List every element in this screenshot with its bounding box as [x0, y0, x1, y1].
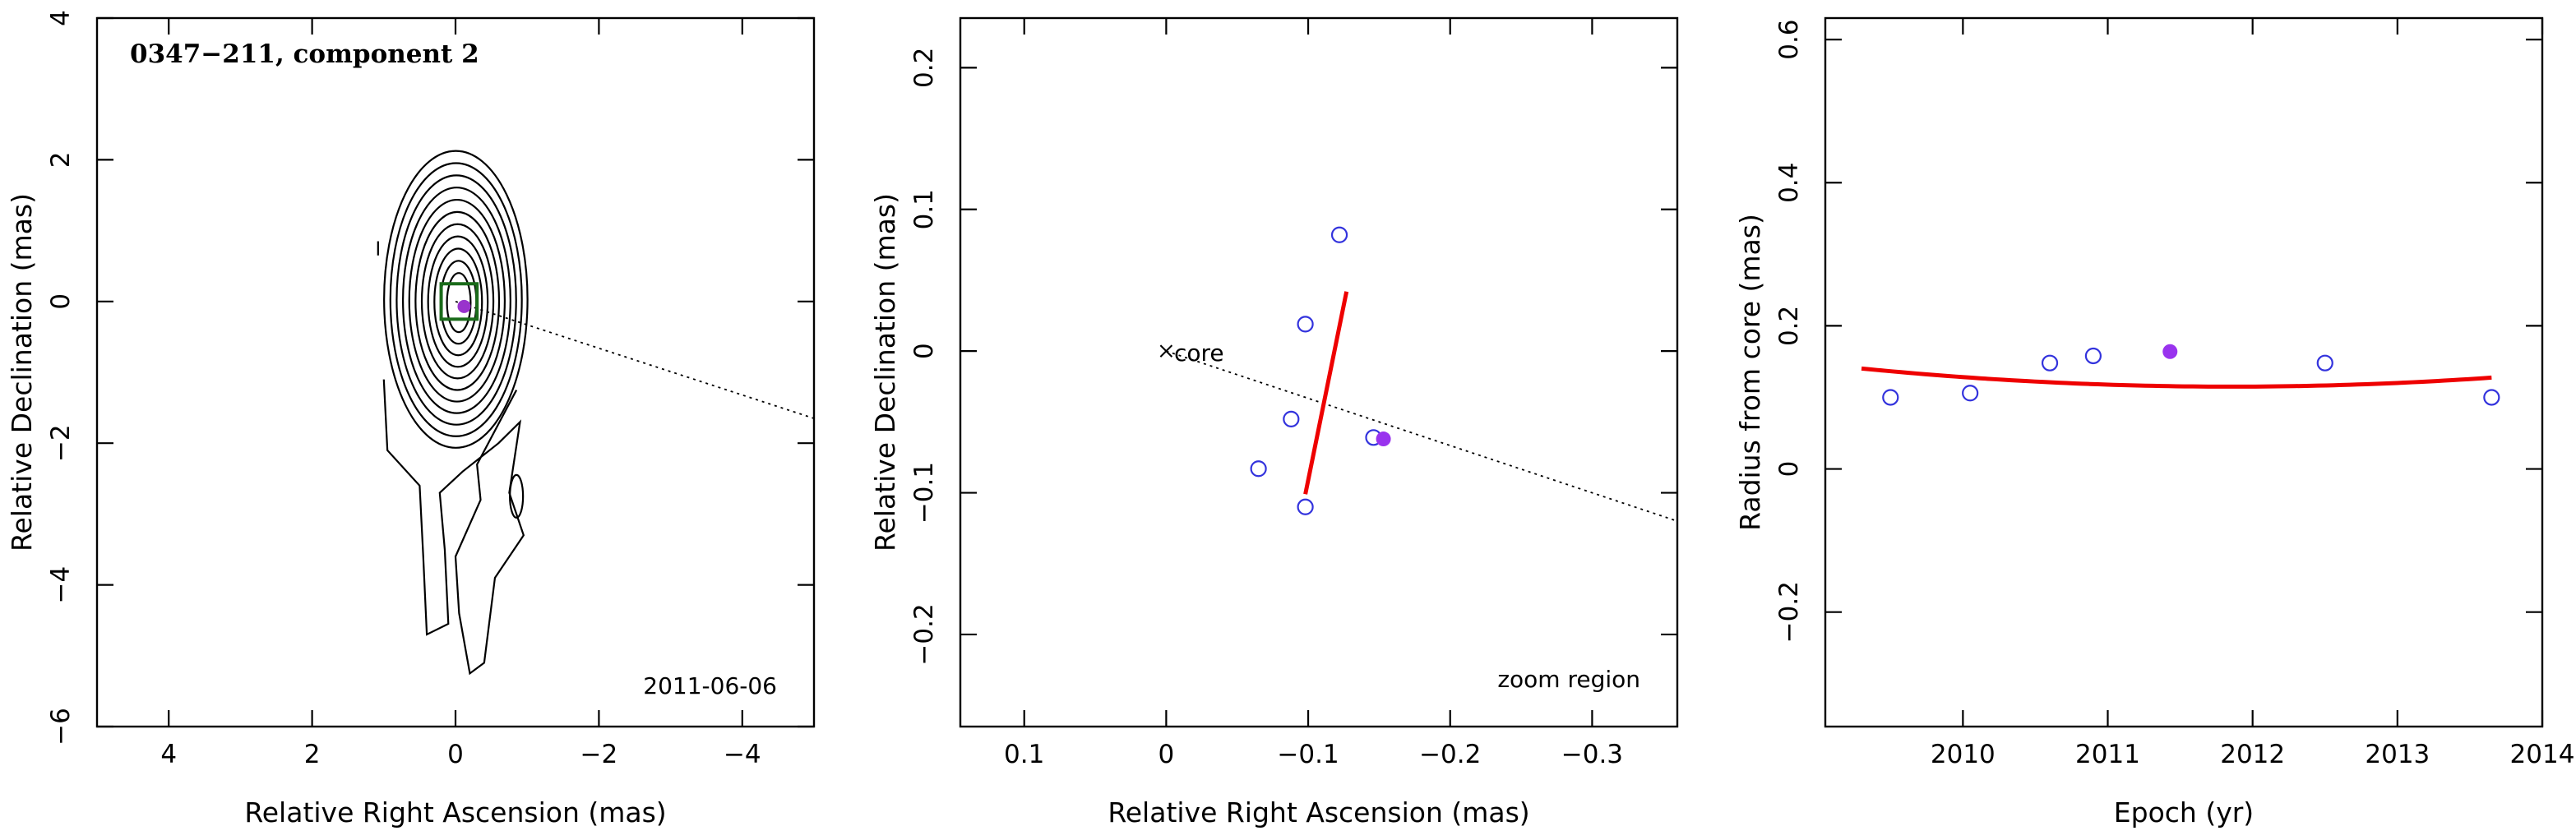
contour-ring: [427, 235, 489, 368]
contour-ring: [383, 150, 529, 449]
x-tick-label: 0: [1159, 740, 1175, 769]
data-point: [1882, 389, 1899, 406]
panel-radius-data: [1861, 344, 2500, 406]
x-tick-label: 4: [160, 740, 177, 769]
data-point: [1283, 410, 1300, 427]
x-tick-label: 2010: [1931, 740, 1996, 769]
y-tick-label: −0.1: [909, 462, 939, 524]
y-tick-label: −0.2: [909, 603, 939, 665]
panel-radius-axes: 2010 2011 2012 2013 2014 −0.2 0 0.2 0.4 0.6: [1774, 18, 2574, 769]
panel-radius: 2010 2011 2012 2013 2014 −0.2 0 0.2 0.4 0.6 Epoch…: [1734, 16, 2574, 828]
y-tick-label: −0.2: [1774, 581, 1804, 643]
contour-ring: [420, 223, 495, 380]
data-point: [1250, 460, 1267, 478]
panel-map-date: 2011-06-06: [643, 672, 777, 699]
x-tick-label: 2012: [2220, 740, 2285, 769]
x-tick-label: 2: [304, 740, 321, 769]
contour-ring: [446, 272, 472, 334]
panel-radius-ylabel: Radius from core (mas): [1734, 214, 1766, 531]
panel-zoom-frame: [959, 16, 1679, 728]
data-point: [1330, 226, 1348, 243]
fit-curve: [1861, 366, 2492, 389]
y-tick-label: −4: [46, 566, 76, 604]
data-point: [2041, 354, 2059, 372]
contour-ring: [408, 198, 506, 403]
x-tick-label: 2011: [2075, 740, 2140, 769]
contour-island: [509, 473, 525, 519]
panel-zoom-axes: 0.1 0 −0.1 −0.2 −0.3 −0.2 −0.1 0 0.1 0.2: [909, 18, 1677, 769]
y-tick-label: −2: [46, 424, 76, 462]
contour-ring: [414, 210, 501, 391]
core-cross: [1159, 344, 1173, 358]
contour-ring: [433, 247, 483, 357]
panel-zoom-region-label: zoom region: [1497, 666, 1640, 693]
y-tick-label: 2: [46, 152, 76, 168]
panel-radius-xlabel: Epoch (yr): [2114, 796, 2254, 828]
panel-zoom-core-label: core: [1174, 339, 1224, 367]
component-marker: [457, 299, 471, 313]
contour-extension: [382, 379, 525, 676]
direction-line: [1166, 350, 1677, 522]
x-tick-label: −4: [724, 740, 761, 769]
fit-line: [1303, 291, 1349, 495]
panel-zoom-xlabel: Relative Right Ascension (mas): [1108, 796, 1529, 828]
data-point: [1297, 498, 1314, 515]
data-point: [2483, 389, 2500, 406]
data-point: [1962, 385, 1979, 402]
data-point: [2316, 354, 2333, 372]
panel-map-xlabel: Relative Right Ascension (mas): [244, 796, 666, 828]
x-tick-label: 0: [447, 740, 464, 769]
y-tick-label: 0.4: [1774, 163, 1804, 203]
contour-ring: [401, 187, 511, 414]
y-tick-label: 0: [1774, 461, 1804, 478]
data-point: [1297, 316, 1314, 333]
y-tick-label: 0.2: [1774, 306, 1804, 346]
contour-ring: [395, 174, 517, 426]
contour-ring: [389, 162, 523, 437]
y-tick-label: 0.2: [909, 48, 939, 88]
panel-map: 4 2 0 −2 −4 −6 −4 −2 0 2 4 0347−211, component 2 2…: [6, 10, 816, 828]
x-tick-label: 2014: [2510, 740, 2575, 769]
panel-zoom-ylabel: Relative Declination (mas): [869, 193, 901, 552]
y-tick-label: 0: [909, 343, 939, 359]
panel-zoom-data: [1159, 226, 1677, 522]
y-tick-label: 4: [46, 10, 76, 26]
panel-map-data: [377, 150, 814, 676]
x-tick-label: 2013: [2365, 740, 2430, 769]
x-tick-label: 0.1: [1004, 740, 1044, 769]
panel-zoom: 0.1 0 −0.1 −0.2 −0.3 −0.2 −0.1 0 0.1 0.2 core zoo…: [869, 16, 1679, 828]
y-tick-label: 0.1: [909, 189, 939, 229]
y-tick-label: 0: [46, 293, 76, 310]
zoom-box: [439, 282, 479, 321]
highlight-point: [1376, 432, 1391, 447]
data-point: [2084, 347, 2102, 365]
panel-map-axes: 4 2 0 −2 −4 −6 −4 −2 0 2 4: [46, 10, 814, 769]
panel-map-ylabel: Relative Declination (mas): [6, 193, 38, 552]
x-tick-label: −0.3: [1561, 740, 1623, 769]
y-tick-label: −6: [46, 708, 76, 745]
x-tick-label: −0.1: [1277, 740, 1339, 769]
panel-radius-frame: [1824, 16, 2544, 728]
highlight-point: [2162, 344, 2178, 359]
x-tick-label: −0.2: [1419, 740, 1481, 769]
y-tick-label: 0.6: [1774, 19, 1804, 59]
x-tick-label: −2: [580, 740, 618, 769]
panel-map-title: 0347−211, component 2: [130, 39, 479, 69]
